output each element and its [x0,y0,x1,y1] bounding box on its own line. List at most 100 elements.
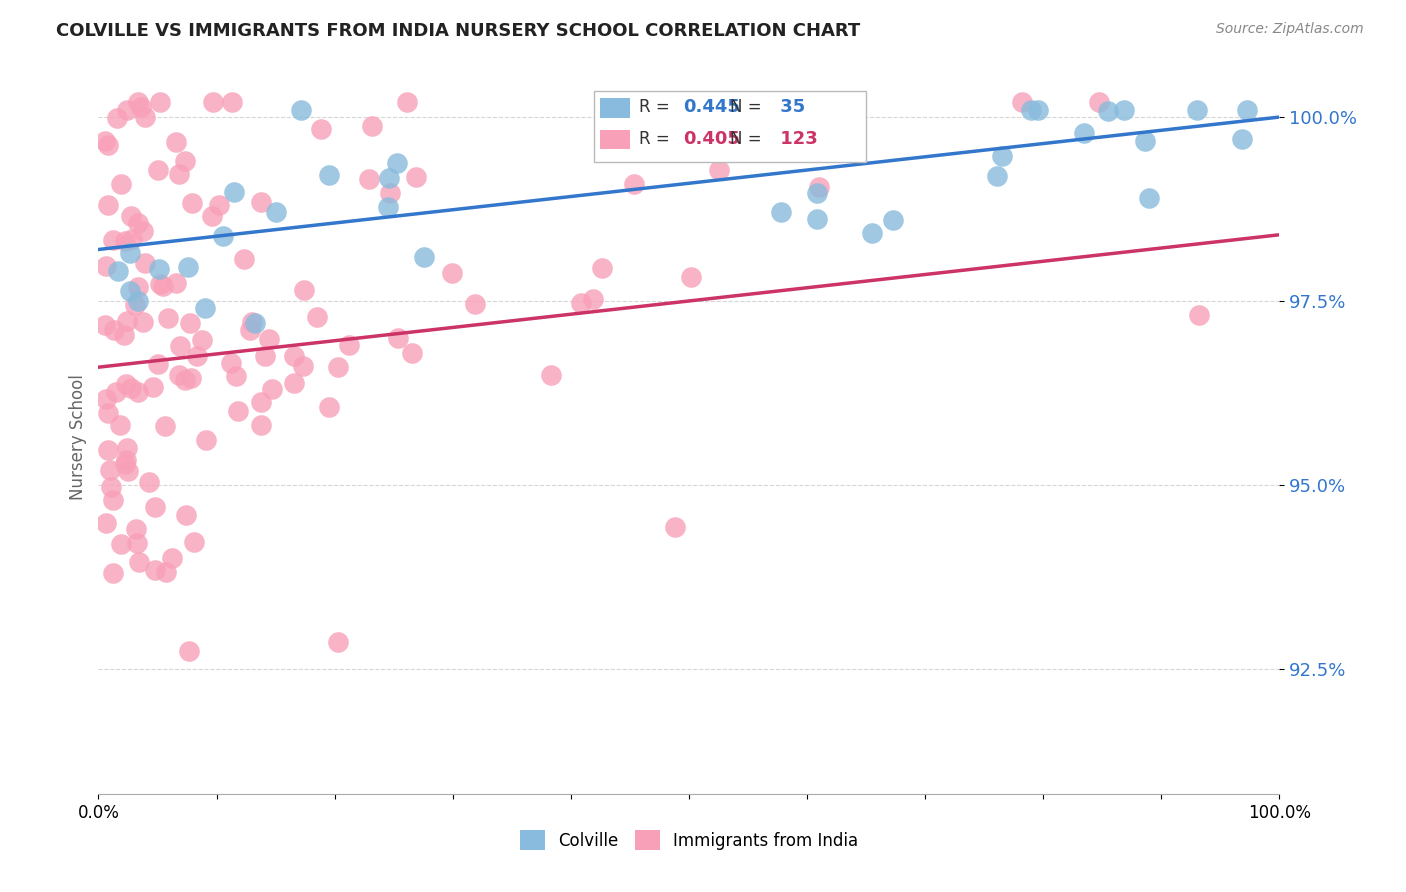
Point [664,520,686,534]
Point [131,100,153,114]
Point [98,463,121,477]
Point [165,135,187,149]
Point [132,223,155,237]
Point [152,279,174,293]
Point [127,280,149,294]
Point [97,406,120,420]
Point [124,298,146,312]
Text: N =: N = [730,98,768,116]
Point [202,95,225,110]
Point [262,382,284,396]
Point [103,322,125,336]
Point [318,169,340,183]
Point [194,433,217,447]
Point [146,163,169,178]
Point [806,186,828,200]
Point [283,376,305,390]
Point [377,200,399,214]
Point [582,292,605,306]
Point [1236,103,1258,117]
Point [115,452,138,467]
Point [291,359,314,374]
Point [655,95,678,110]
Point [357,172,380,186]
Point [707,162,730,177]
Point [769,204,792,219]
Point [97,138,120,153]
Point [401,346,423,360]
Point [844,142,866,156]
Point [1088,95,1111,110]
Point [242,315,264,329]
Point [101,492,124,507]
Point [283,349,305,363]
Point [94,259,117,273]
FancyBboxPatch shape [600,129,630,150]
Point [110,177,132,191]
Point [134,256,156,270]
Point [254,349,277,363]
Point [120,381,142,395]
Point [125,522,148,536]
Point [177,260,200,275]
Point [146,357,169,371]
Point [305,310,328,325]
Point [114,235,136,249]
Point [1137,191,1160,205]
Point [148,262,170,277]
Point [250,418,273,433]
Point [108,418,131,433]
Point [105,111,128,125]
Point [380,186,402,201]
Point [1187,103,1209,117]
Point [623,177,645,191]
Point [239,323,262,337]
Point [839,124,862,138]
Point [127,216,149,230]
Point [120,246,142,260]
Text: 123: 123 [773,130,818,148]
Point [806,211,828,226]
Point [169,339,191,353]
Point [387,156,409,170]
Text: R =: R = [640,130,675,148]
FancyBboxPatch shape [595,91,866,162]
Point [337,338,360,352]
Point [1097,103,1119,118]
Legend: Colville, Immigrants from India: Colville, Immigrants from India [513,823,865,857]
Point [405,169,427,184]
Point [142,380,165,394]
Point [225,368,247,383]
Point [860,226,883,240]
Point [127,536,149,550]
Point [120,209,142,223]
Point [440,266,463,280]
Text: N =: N = [730,130,768,148]
Point [115,441,138,455]
Point [226,404,249,418]
Point [208,198,231,212]
Point [101,233,124,247]
Point [201,209,224,223]
Point [387,331,409,345]
Point [97,198,120,212]
Text: 0.405: 0.405 [683,130,740,148]
Point [93,318,115,332]
Point [378,171,401,186]
Point [1112,103,1135,117]
Point [290,103,312,117]
Point [882,213,904,227]
Point [121,232,143,246]
Point [110,537,132,551]
Text: Source: ZipAtlas.com: Source: ZipAtlas.com [1216,22,1364,37]
Point [250,395,273,409]
Point [190,333,212,347]
Point [127,95,149,110]
Point [180,371,202,385]
Point [174,372,197,386]
Point [1188,308,1211,322]
Point [194,301,217,316]
Point [94,392,117,406]
Point [96,442,118,457]
Point [1019,103,1042,117]
